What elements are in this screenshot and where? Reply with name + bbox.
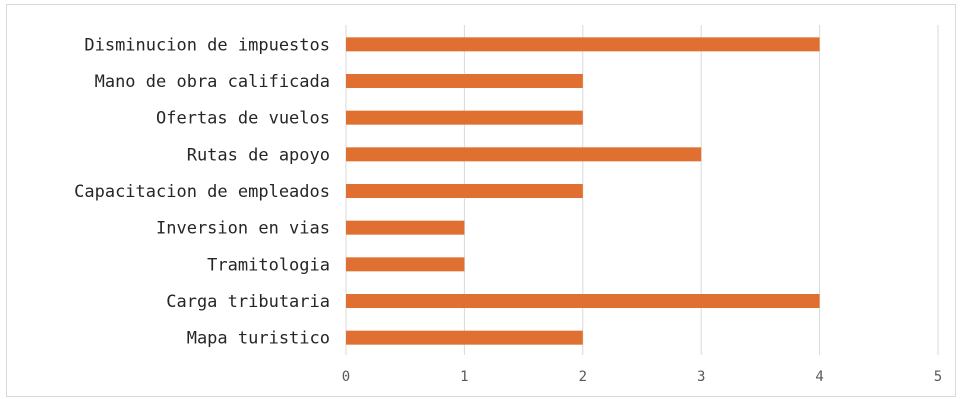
category-label: Mano de obra calificada [95, 72, 330, 92]
category-label: Ofertas de vuelos [156, 109, 330, 129]
category-label: Carga tributaria [166, 292, 330, 312]
category-label: Inversion en vias [156, 219, 330, 239]
bars [346, 37, 820, 345]
bar [346, 74, 583, 88]
x-tick-label: 0 [342, 369, 350, 385]
bar [346, 184, 583, 198]
bar [346, 257, 465, 272]
category-label: Tramitologia [207, 255, 330, 275]
x-tick-label: 1 [460, 369, 468, 385]
bar [346, 294, 820, 308]
x-tick-label: 4 [815, 369, 823, 385]
bar [346, 330, 583, 345]
bar [346, 147, 702, 162]
category-label: Mapa turistico [187, 329, 330, 349]
bar [346, 110, 583, 125]
bar [346, 220, 465, 235]
x-tick-label: 2 [579, 369, 587, 385]
x-tick-label: 5 [934, 369, 942, 385]
category-labels: Disminucion de impuestos Mano de obra cal… [74, 35, 330, 348]
x-axis-tick-labels: 0 1 2 3 4 5 [342, 369, 942, 385]
category-label: Rutas de apoyo [187, 145, 330, 165]
x-tick-label: 3 [697, 369, 705, 385]
category-label: Capacitacion de empleados [74, 182, 330, 202]
bar [346, 37, 820, 52]
category-label: Disminucion de impuestos [84, 35, 330, 55]
